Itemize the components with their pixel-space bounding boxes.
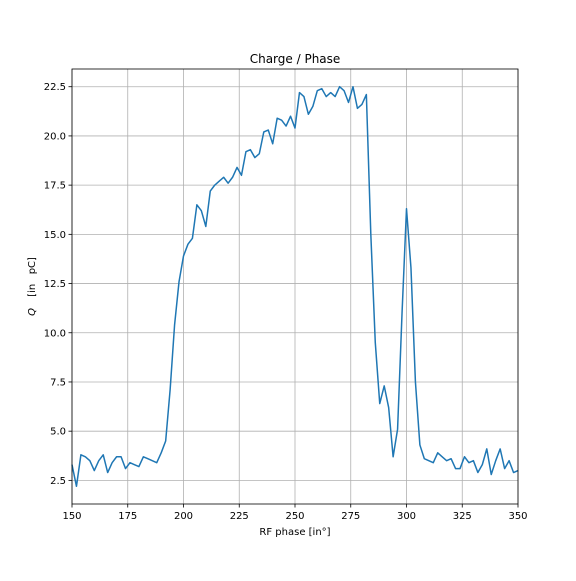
x-tick-label: 175: [118, 511, 137, 522]
x-tick-label: 250: [285, 511, 304, 522]
y-tick-label: 20.0: [44, 131, 66, 142]
series-layer: [71, 85, 519, 488]
y-tick-label: 22.5: [44, 82, 66, 93]
x-tick-label: 275: [341, 511, 360, 522]
x-tick-label: 350: [508, 511, 527, 522]
y-axis-label-symbol: Q: [27, 308, 38, 316]
y-axis-label-text: Q [in pC]: [27, 257, 38, 316]
x-axis-label: RF phase [in°]: [259, 527, 330, 538]
y-tick-label: 12.5: [44, 279, 66, 290]
y-tick-label: 7.5: [50, 377, 66, 388]
y-axis-label: Q [in pC]: [27, 257, 38, 316]
x-tick-label: 300: [397, 511, 416, 522]
x-tick-label: 200: [174, 511, 193, 522]
y-tick-label: 15.0: [44, 230, 66, 241]
chart-title: Charge / Phase: [250, 52, 341, 66]
y-tick-label: 2.5: [50, 476, 66, 487]
x-tick-label: 150: [62, 511, 81, 522]
x-tick-label: 325: [453, 511, 472, 522]
tick-layer: 150 175 200 225 250 275 300 325 350 2.5 5.0 7.5 10.0…: [44, 82, 528, 522]
y-axis-label-units: [in pC]: [27, 257, 38, 297]
y-tick-label: 10.0: [44, 328, 66, 339]
series-line: [71, 85, 519, 488]
y-tick-label: 17.5: [44, 181, 66, 192]
x-tick-label: 225: [230, 511, 249, 522]
y-tick-label: 5.0: [50, 427, 66, 438]
